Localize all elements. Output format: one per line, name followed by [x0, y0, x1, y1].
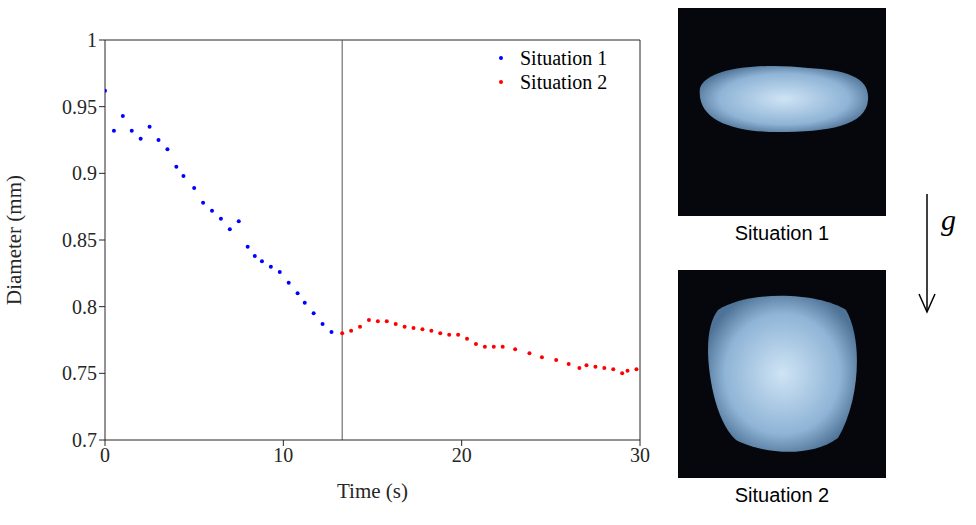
- svg-text:Diameter (mm): Diameter (mm): [2, 175, 26, 305]
- svg-text:20: 20: [452, 444, 472, 466]
- svg-text:0.75: 0.75: [62, 362, 97, 384]
- html-text:Situation 2: Situation 2: [734, 484, 830, 506]
- svg-text:0: 0: [100, 444, 110, 466]
- html-text:Situation 1: Situation 1: [734, 222, 830, 244]
- html-text:Situation 2: Situation 2: [520, 71, 608, 93]
- svg-text:30: 30: [630, 444, 650, 466]
- html-text:Situation 1: Situation 1: [520, 47, 608, 69]
- svg-text:0.9: 0.9: [72, 162, 97, 184]
- svg-text:1: 1: [87, 29, 97, 51]
- svg-text:Time (s): Time (s): [337, 479, 408, 503]
- svg-text:0.7: 0.7: [72, 429, 97, 451]
- svg-text:10: 10: [273, 444, 293, 466]
- svg-text:0.95: 0.95: [62, 96, 97, 118]
- svg-text:0.85: 0.85: [62, 229, 97, 251]
- svg-text:g: g: [941, 203, 956, 236]
- svg-text:0.8: 0.8: [72, 296, 97, 318]
